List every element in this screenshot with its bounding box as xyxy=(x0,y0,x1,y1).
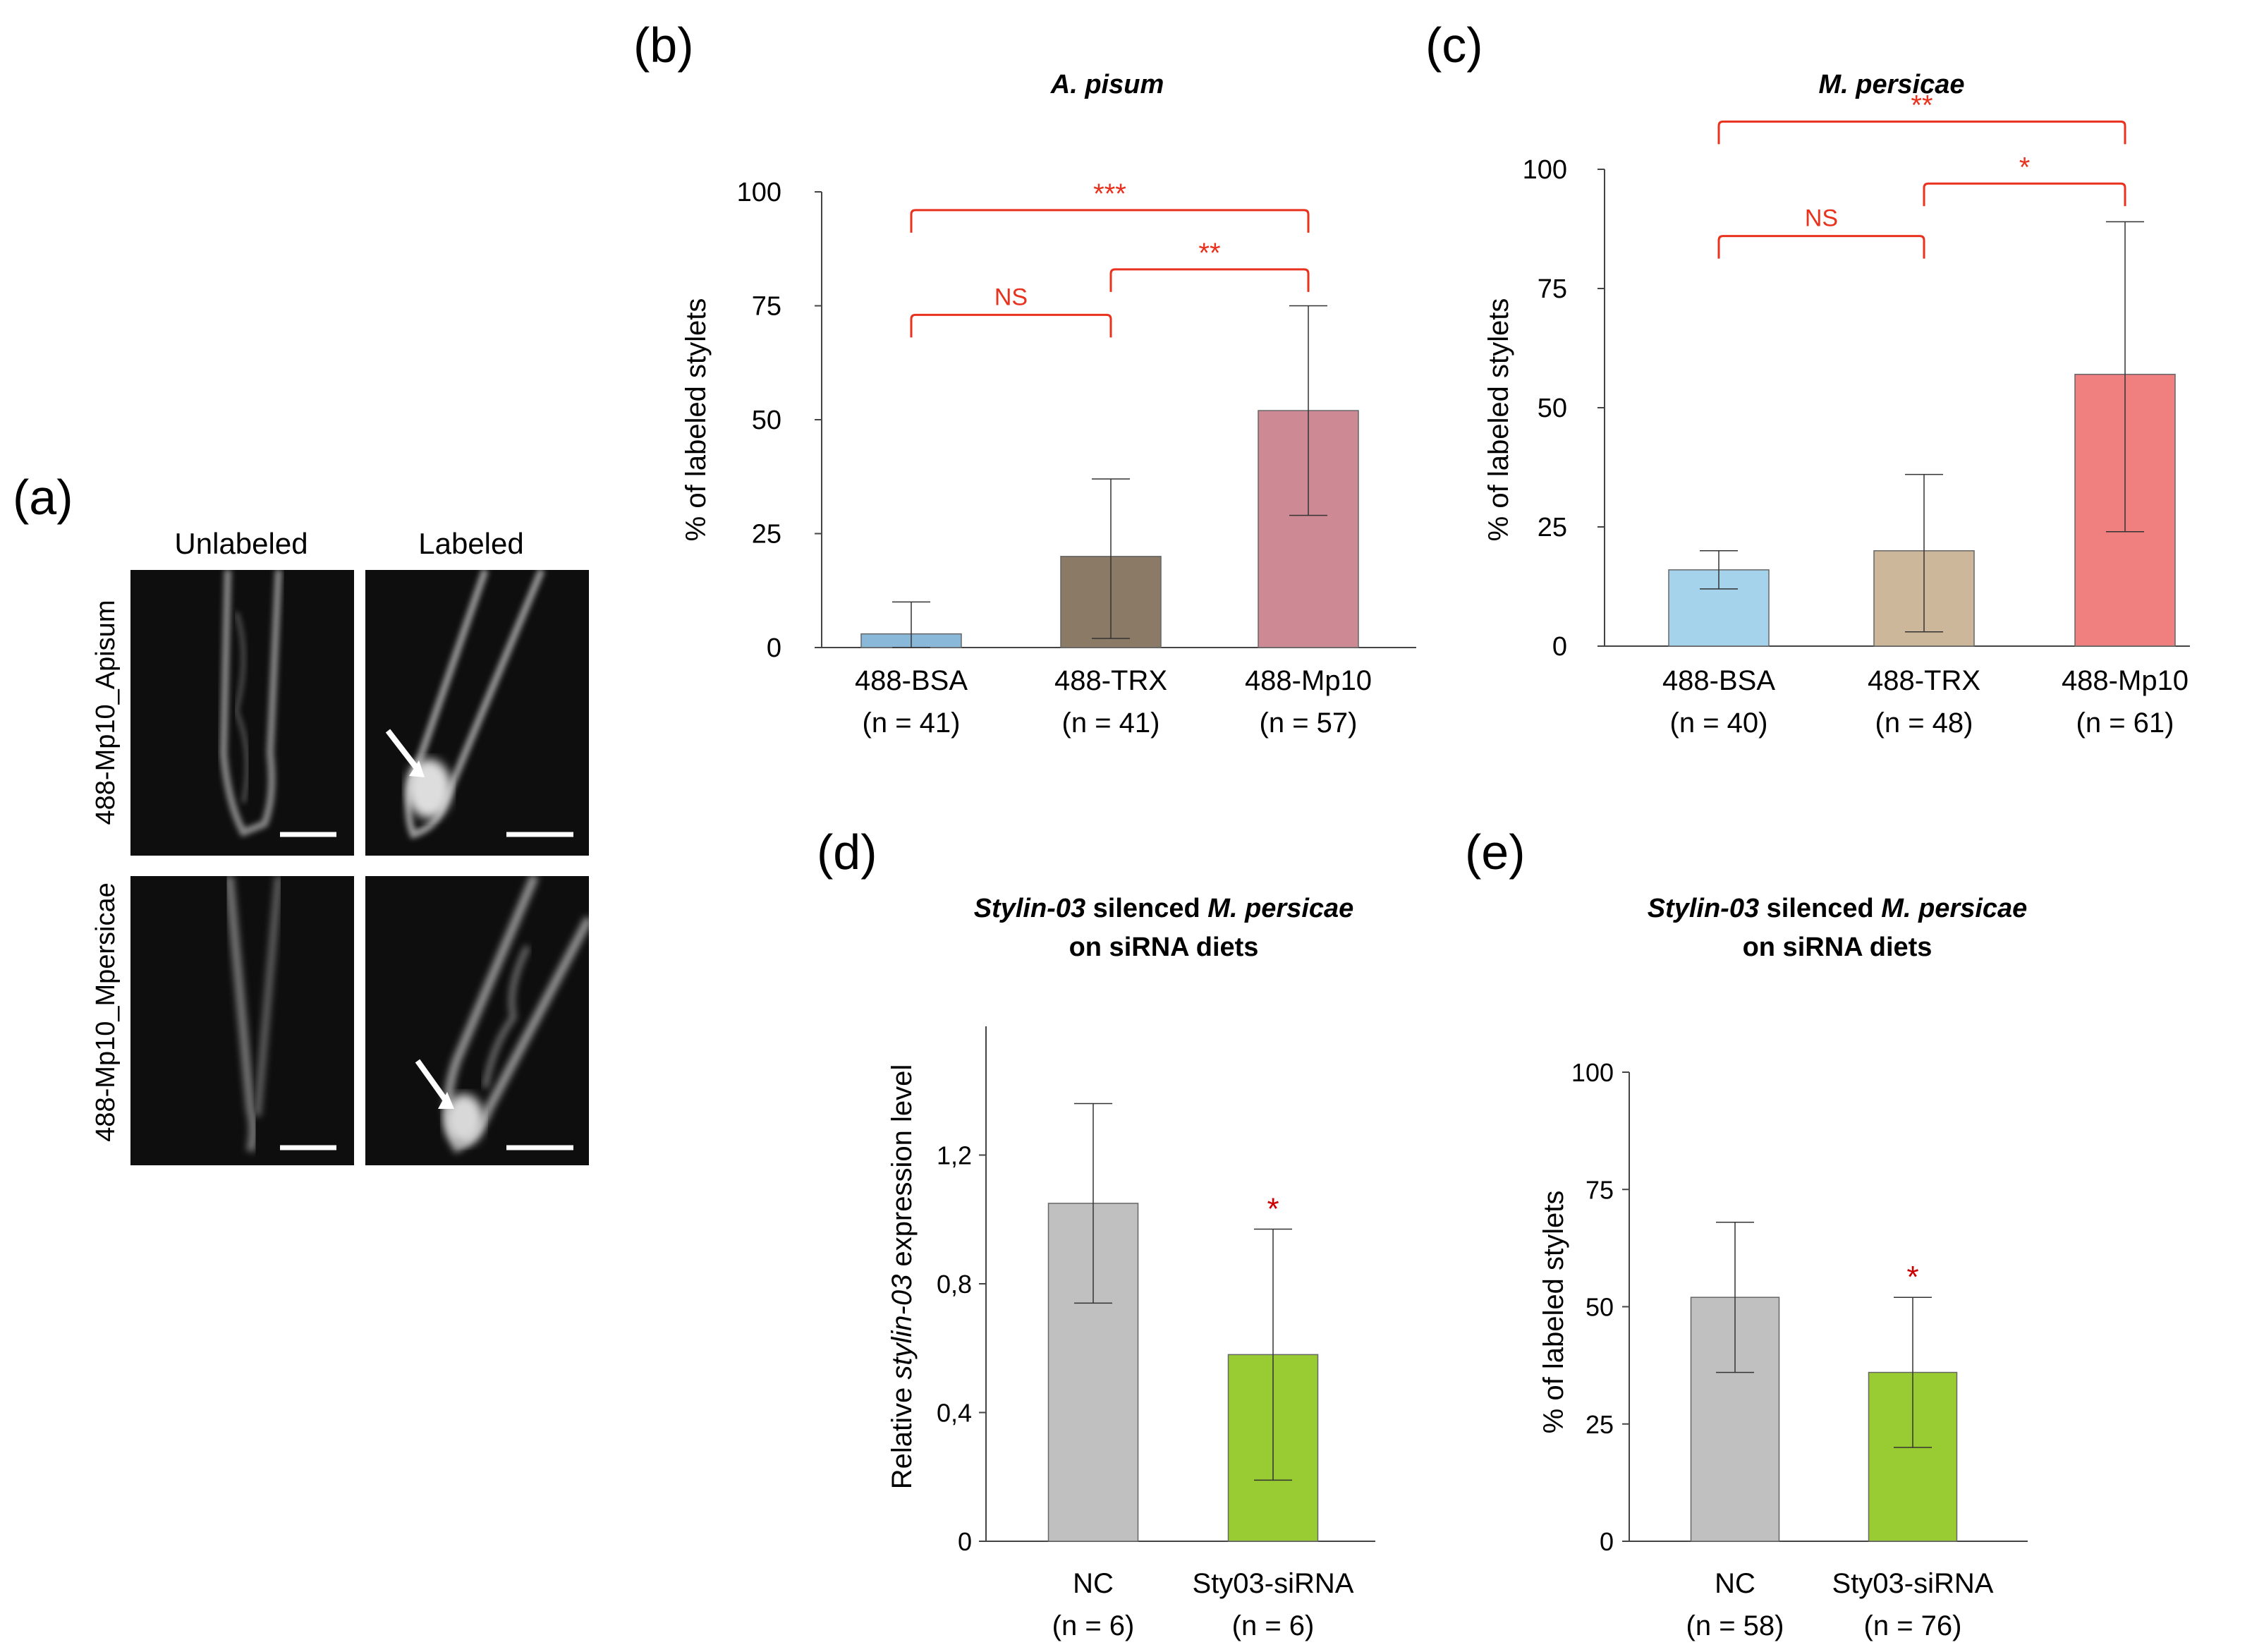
chart-b-category-2: 488-Mp10 xyxy=(1245,665,1372,696)
chart-e-ytick-label-4: 100 xyxy=(1571,1058,1614,1087)
chart-c-ytick-label-1: 25 xyxy=(1538,513,1567,542)
chart-c-n-label-1: (n = 48) xyxy=(1875,707,1973,739)
chart-d-title-line-0-part-0: Stylin-03 xyxy=(974,894,1085,923)
chart-c-category-0: 488-BSA xyxy=(1662,665,1775,696)
chart-b-ytick-label-0: 0 xyxy=(767,633,781,663)
chart-c-n-label-2: (n = 61) xyxy=(2076,707,2174,739)
chart-e-ylabel: % of labeled stylets xyxy=(1538,1191,1569,1434)
chart-c-ylabel: % of labeled stylets xyxy=(1483,298,1514,542)
chart-e-title-line-0-part-0: Stylin-03 xyxy=(1648,894,1759,923)
chart-d-category-0: NC xyxy=(1073,1568,1114,1599)
chart-e-category-0: NC xyxy=(1715,1568,1755,1599)
chart-d-category-1: Sty03-siRNA xyxy=(1193,1568,1354,1599)
chart-d-title-line-1-part-0: on siRNA diets xyxy=(1069,933,1259,962)
chart-c: (c) M. persicae % of labeled stylets 0 25 50 7… xyxy=(1425,18,2190,739)
chart-d: (d) Stylin-03 silenced M. persicae on siRN… xyxy=(817,825,1375,1641)
chart-d-ytick-label-2: 0,8 xyxy=(937,1270,972,1299)
chart-e-ytick-label-3: 75 xyxy=(1585,1175,1614,1204)
chart-e-ytick-label-1: 25 xyxy=(1585,1410,1614,1439)
chart-e-ytick-label-0: 0 xyxy=(1600,1527,1614,1556)
chart-e-sig-1: * xyxy=(1906,1260,1918,1294)
chart-b-ytick-label-3: 75 xyxy=(752,292,781,322)
chart-d-title-line-0: Stylin-03 silenced M. persicae xyxy=(974,894,1354,923)
chart-c-ytick-label-4: 100 xyxy=(1523,155,1567,185)
chart-b-ylabel: % of labeled stylets xyxy=(681,298,712,542)
chart-e-title-line-1-part-0: on siRNA diets xyxy=(1743,933,1933,962)
chart-b-n-label-1: (n = 41) xyxy=(1062,707,1160,739)
chart-e-ytick-label-2: 50 xyxy=(1585,1293,1614,1322)
panel-b-letter: (b) xyxy=(633,18,694,73)
chart-c-n-label-0: (n = 40) xyxy=(1670,707,1768,739)
chart-d-ylabel-part-1: stylin-03 xyxy=(887,1275,918,1380)
chart-c-bracket-label-0: NS xyxy=(1805,205,1838,232)
chart-b-bracket-0 xyxy=(910,313,1112,338)
chart-b: (b) A. pisum % of labeled stylets 0 25 50 75 10… xyxy=(633,18,1416,739)
chart-d-n-label-1: (n = 6) xyxy=(1232,1610,1315,1641)
chart-c-ytick-label-0: 0 xyxy=(1552,632,1567,662)
chart-d-sig-1: * xyxy=(1267,1191,1279,1226)
micrograph-mpersicae-unlabeled xyxy=(130,876,354,1165)
chart-e-n-label-1: (n = 76) xyxy=(1864,1610,1962,1641)
micrograph-mpersicae-labeled xyxy=(365,876,589,1165)
chart-d-ylabel-part-0: Relative xyxy=(887,1380,918,1490)
chart-c-ytick-label-3: 75 xyxy=(1538,274,1567,304)
micrograph-apisum-unlabeled xyxy=(130,570,354,856)
chart-b-bracket-label-1: ** xyxy=(1198,238,1220,269)
chart-c-category-1: 488-TRX xyxy=(1868,665,1980,696)
chart-c-bracket-label-1: * xyxy=(2019,152,2031,183)
chart-b-bracket-2 xyxy=(910,209,1310,233)
chart-d-ylabel: Relative stylin-03 expression level xyxy=(887,1064,918,1490)
chart-b-ytick-label-1: 25 xyxy=(752,520,781,549)
chart-b-bracket-label-2: *** xyxy=(1093,178,1126,209)
chart-e-title-line-0-part-1: silenced xyxy=(1759,894,1881,923)
chart-c-bracket-2 xyxy=(1717,120,2126,145)
chart-c-bracket-label-2: ** xyxy=(1911,90,1933,121)
chart-e-n-label-0: (n = 58) xyxy=(1686,1610,1784,1641)
chart-d-ytick-label-0: 0 xyxy=(958,1527,972,1556)
panel-a-letter: (a) xyxy=(13,470,73,525)
panel-d-letter: (d) xyxy=(817,825,877,880)
chart-e-title-line-1: on siRNA diets xyxy=(1743,933,1933,962)
micrograph-apisum-labeled xyxy=(365,570,589,856)
chart-b-ytick-label-4: 100 xyxy=(737,178,781,207)
chart-c-bracket-0 xyxy=(1717,235,1925,259)
chart-b-bracket-1 xyxy=(1109,268,1310,292)
chart-d-ylabel-part-2: expression level xyxy=(887,1064,918,1275)
chart-d-ytick-label-3: 1,2 xyxy=(937,1141,972,1170)
chart-d-title-line-1: on siRNA diets xyxy=(1069,933,1259,962)
chart-c-title: M. persicae xyxy=(1819,70,1965,99)
chart-c-bracket-1 xyxy=(1923,182,2126,207)
chart-e-title-line-0-part-2: M. persicae xyxy=(1881,894,2027,923)
chart-b-n-label-0: (n = 41) xyxy=(863,707,961,739)
chart-e-title-line-0: Stylin-03 silenced M. persicae xyxy=(1648,894,2028,923)
chart-b-title: A. pisum xyxy=(1050,70,1164,99)
panel-c-letter: (c) xyxy=(1425,18,1483,73)
chart-d-n-label-0: (n = 6) xyxy=(1052,1610,1135,1641)
chart-c-category-2: 488-Mp10 xyxy=(2062,665,2189,696)
chart-b-category-0: 488-BSA xyxy=(855,665,968,696)
chart-e: (e) Stylin-03 silenced M. persicae on siRN… xyxy=(1465,825,2028,1641)
chart-b-n-label-2: (n = 57) xyxy=(1260,707,1358,739)
chart-b-ytick-label-2: 50 xyxy=(752,406,781,435)
chart-b-bracket-label-0: NS xyxy=(994,284,1028,310)
chart-e-category-1: Sty03-siRNA xyxy=(1832,1568,1994,1599)
chart-c-ytick-label-2: 50 xyxy=(1538,394,1567,423)
chart-b-category-1: 488-TRX xyxy=(1054,665,1167,696)
chart-d-title-line-0-part-2: M. persicae xyxy=(1207,894,1353,923)
chart-d-title-line-0-part-1: silenced xyxy=(1085,894,1207,923)
chart-d-ytick-label-1: 0,4 xyxy=(937,1399,972,1428)
panel-e-letter: (e) xyxy=(1465,825,1526,880)
chart-c-bar-0 xyxy=(1668,569,1770,647)
